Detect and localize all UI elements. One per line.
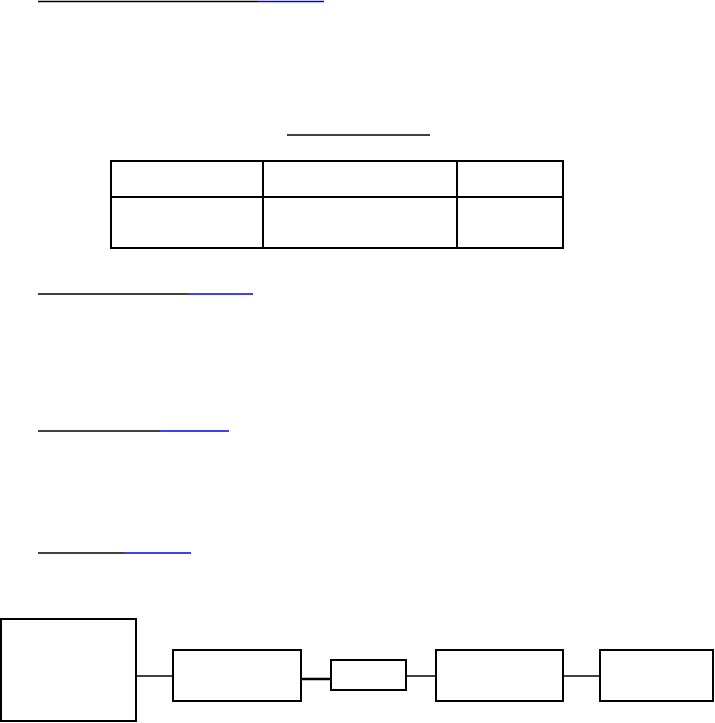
diagram-block <box>330 659 407 691</box>
block-diagram <box>0 618 714 722</box>
diagram-block <box>599 649 714 702</box>
table-border <box>110 160 564 249</box>
table <box>110 160 564 249</box>
diagram-block <box>435 649 564 702</box>
diagram-block <box>172 649 302 702</box>
diagram-block <box>0 618 137 722</box>
